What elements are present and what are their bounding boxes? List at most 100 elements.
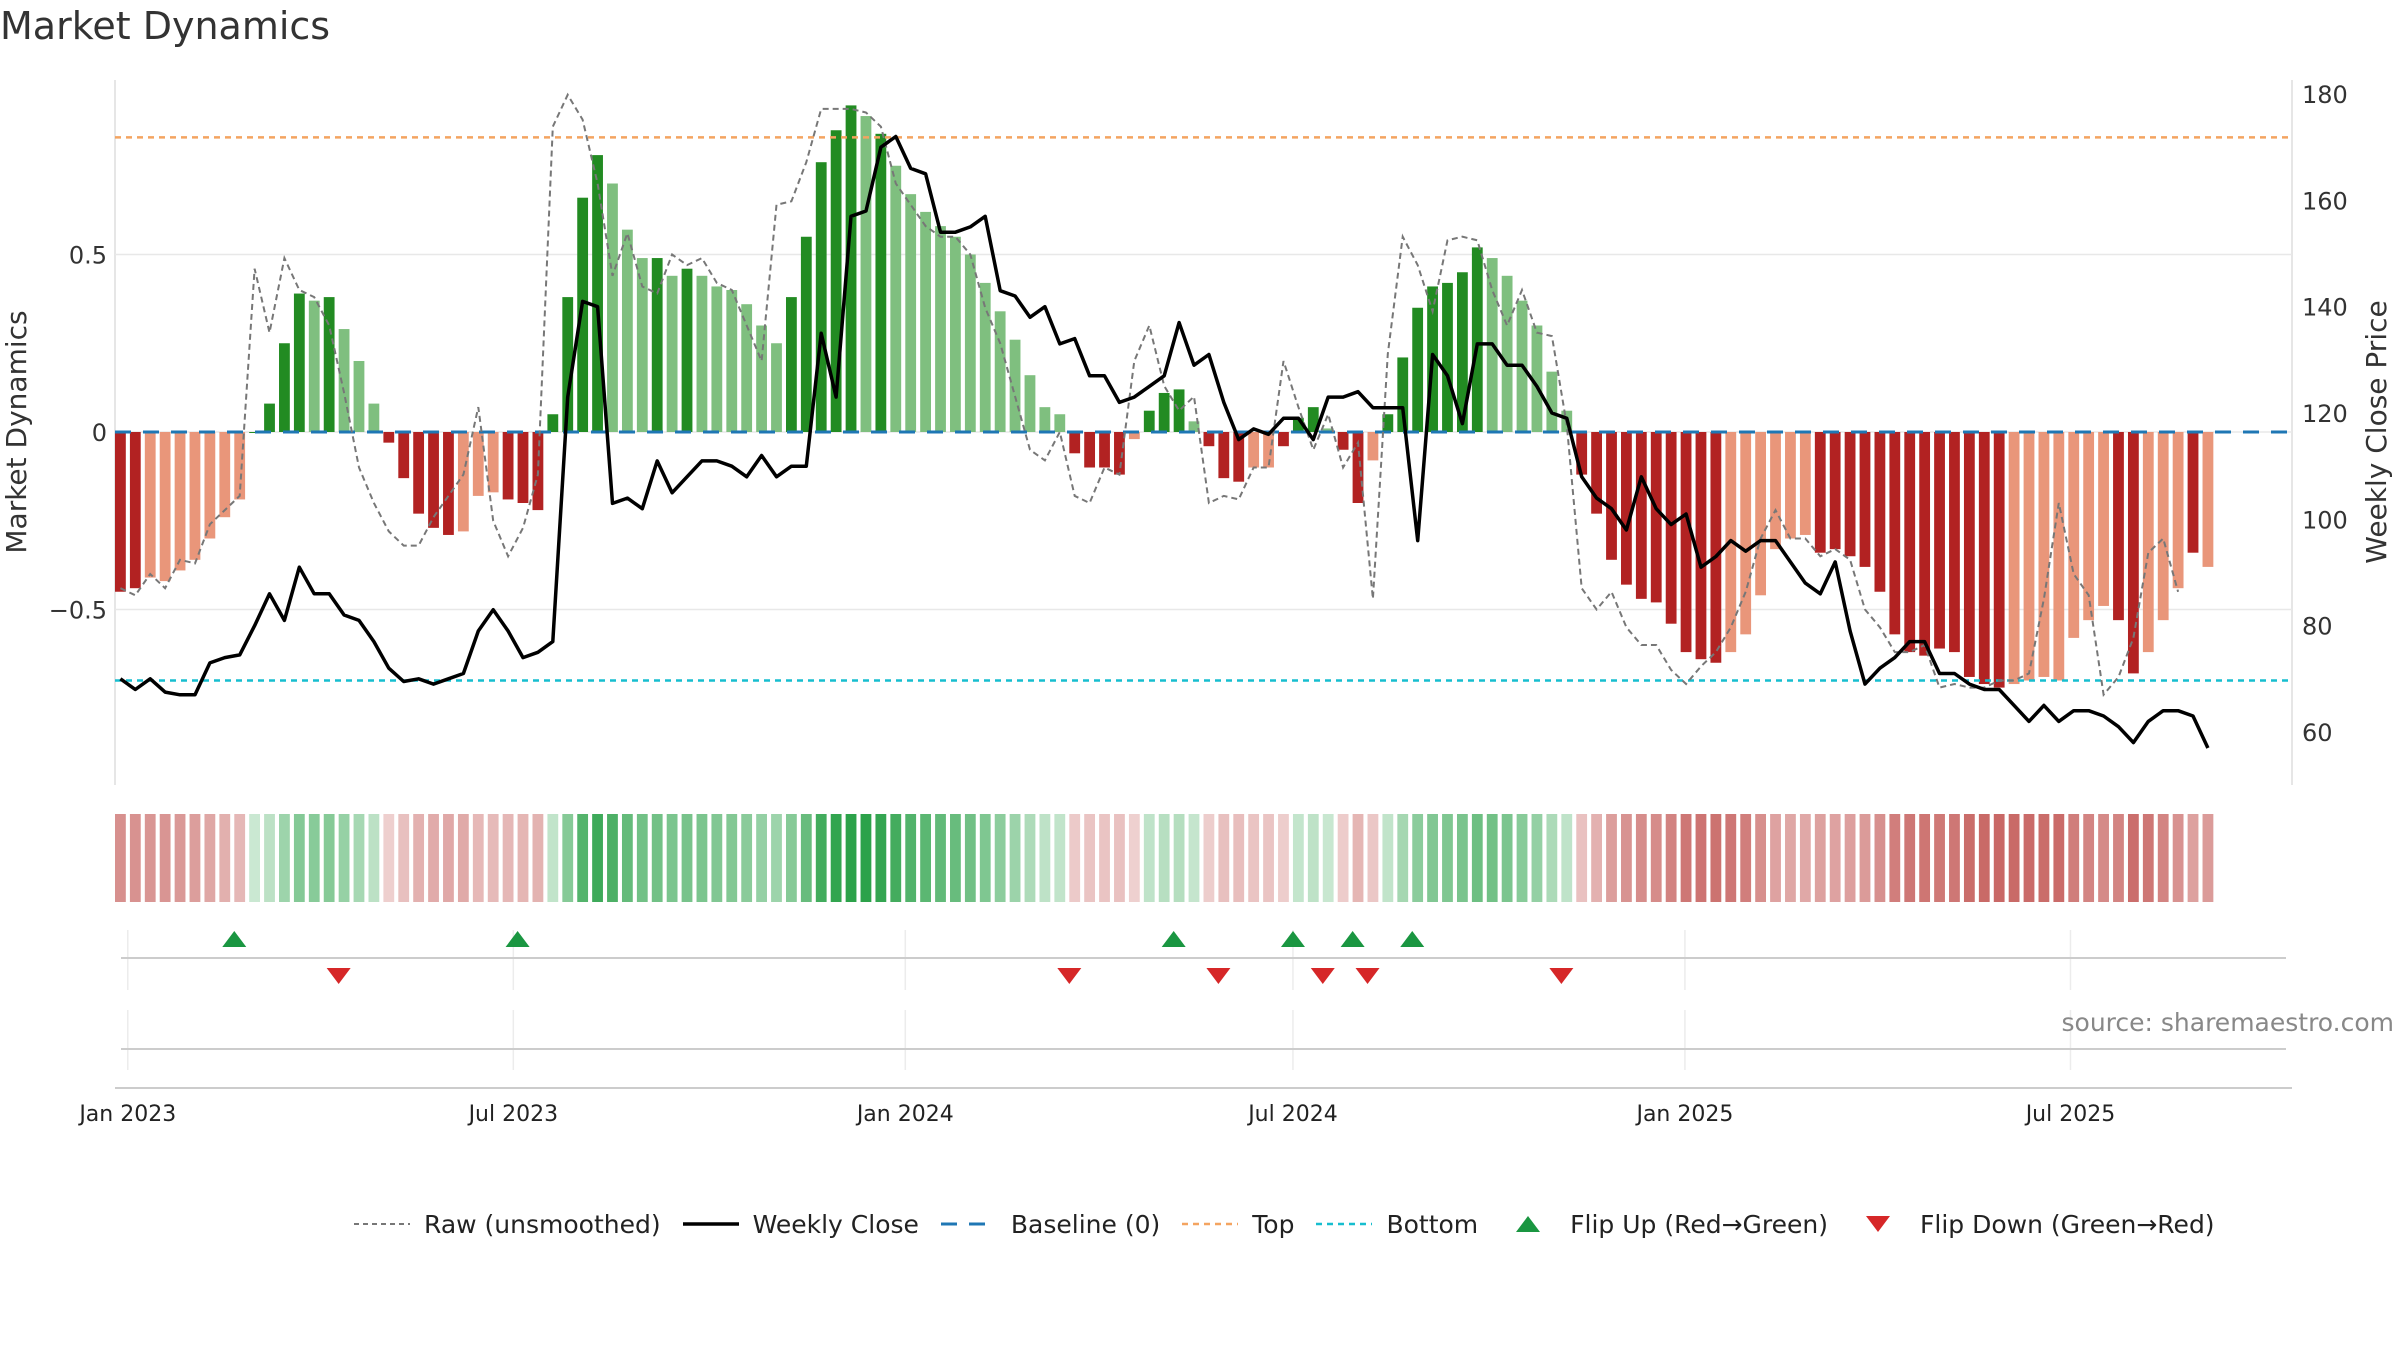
heat-cell [323, 814, 335, 902]
bar [2008, 432, 2020, 685]
heat-cell [1889, 814, 1901, 902]
heat-cell [547, 814, 559, 902]
heat-cell [532, 814, 544, 902]
bar [383, 432, 395, 443]
bar [666, 275, 678, 432]
heat-cell [1322, 814, 1334, 902]
bar [1949, 432, 1960, 653]
heat-cell [1949, 814, 1960, 902]
heat-cell [1576, 814, 1588, 902]
heat-cell [815, 814, 827, 902]
heat-cell [1963, 814, 1975, 902]
bar [1829, 432, 1841, 550]
bar [607, 183, 618, 432]
heat-cell [353, 814, 365, 902]
heat-cell [517, 814, 529, 902]
heat-cell [1665, 814, 1677, 902]
bar [174, 432, 186, 571]
bar [651, 258, 663, 432]
heat-cell [1352, 814, 1364, 902]
heat-cell [1084, 814, 1096, 902]
bar [1248, 432, 1260, 468]
y2-axis-title: Weekly Close Price [2360, 300, 2393, 563]
bar [219, 432, 231, 518]
heat-cell [1546, 814, 1558, 902]
heat-cell [1516, 814, 1528, 902]
flip-down-marker [1549, 968, 1574, 984]
bar [1606, 432, 1617, 560]
bar [428, 432, 439, 528]
heat-cell [1978, 814, 1990, 902]
flip-up-marker [222, 931, 247, 947]
bar [457, 432, 469, 532]
bar [771, 343, 782, 432]
raw-series-line [119, 92, 2180, 698]
bar [1621, 432, 1632, 585]
heat-cell [1307, 814, 1319, 902]
bar [2202, 432, 2214, 567]
bar [1665, 432, 1677, 624]
heat-cell [338, 814, 350, 902]
heat-cell [1263, 814, 1274, 902]
y-tick-label: 0 [92, 419, 107, 447]
heat-cell [1367, 814, 1379, 902]
x-tick-label: Jul 2024 [1246, 1102, 1338, 1127]
bar [1889, 432, 1901, 635]
bar [2157, 432, 2169, 621]
y2-tick-label: 120 [2302, 400, 2348, 428]
heat-cell [1635, 814, 1647, 902]
bar [2187, 432, 2199, 553]
bar [994, 311, 1006, 432]
heat-cell [577, 814, 589, 902]
heat-cell [1024, 814, 1036, 902]
heat-cell [1904, 814, 1916, 902]
bar [1785, 432, 1796, 539]
heat-cell [1859, 814, 1871, 902]
bar [1874, 432, 1886, 592]
legend-item-baseline: Baseline (0) [939, 1210, 1160, 1239]
heat-cell [204, 814, 216, 902]
bar [875, 133, 887, 433]
x-tick-label: Jan 2024 [855, 1102, 954, 1127]
flip-up-marker [1161, 931, 1186, 947]
heat-cell [219, 814, 231, 902]
bar [502, 432, 514, 500]
x-tick-label: Jul 2023 [467, 1102, 559, 1127]
heat-cell [756, 814, 767, 902]
legend-label: Top [1252, 1209, 1295, 1239]
chart-canvas: −0.5 0 0.5 60 80 100 120 140 160 180 Market Dynami… [0, 80, 2393, 1127]
heat-cell [1009, 814, 1021, 902]
heat-cell [1218, 814, 1230, 902]
heat-cell [800, 814, 812, 902]
heat-cell [994, 814, 1006, 902]
flip-up-marker [1280, 931, 1305, 947]
heat-cell [964, 814, 976, 902]
heat-cell [129, 814, 141, 902]
bar [234, 432, 246, 500]
legend: Raw (unsmoothed) Weekly Close Baseline (0)… [352, 1200, 2235, 1248]
heat-cell [1233, 814, 1245, 902]
flip-down-marker [1355, 968, 1380, 984]
heat-cell [562, 814, 574, 902]
heat-cell [1248, 814, 1260, 902]
bar [1233, 432, 1245, 482]
bar [1337, 432, 1349, 450]
heat-cell [1143, 814, 1155, 902]
bar [1128, 432, 1140, 440]
heat-cell [1039, 814, 1051, 902]
heat-cell [383, 814, 395, 902]
bar [189, 432, 201, 560]
heat-cell [1934, 814, 1945, 902]
flip-down-marker [1310, 968, 1335, 984]
heat-cell [1456, 814, 1468, 902]
bar [1039, 407, 1051, 432]
heat-cell [487, 814, 499, 902]
bar [413, 432, 425, 514]
heat-cell [1814, 814, 1826, 902]
heat-cell [1710, 814, 1722, 902]
bar [264, 403, 275, 432]
legend-label: Flip Up (Red→Green) [1570, 1209, 1829, 1239]
heat-cell [1993, 814, 2005, 902]
bar [1680, 432, 1692, 653]
y2-tick-label: 180 [2302, 81, 2348, 109]
